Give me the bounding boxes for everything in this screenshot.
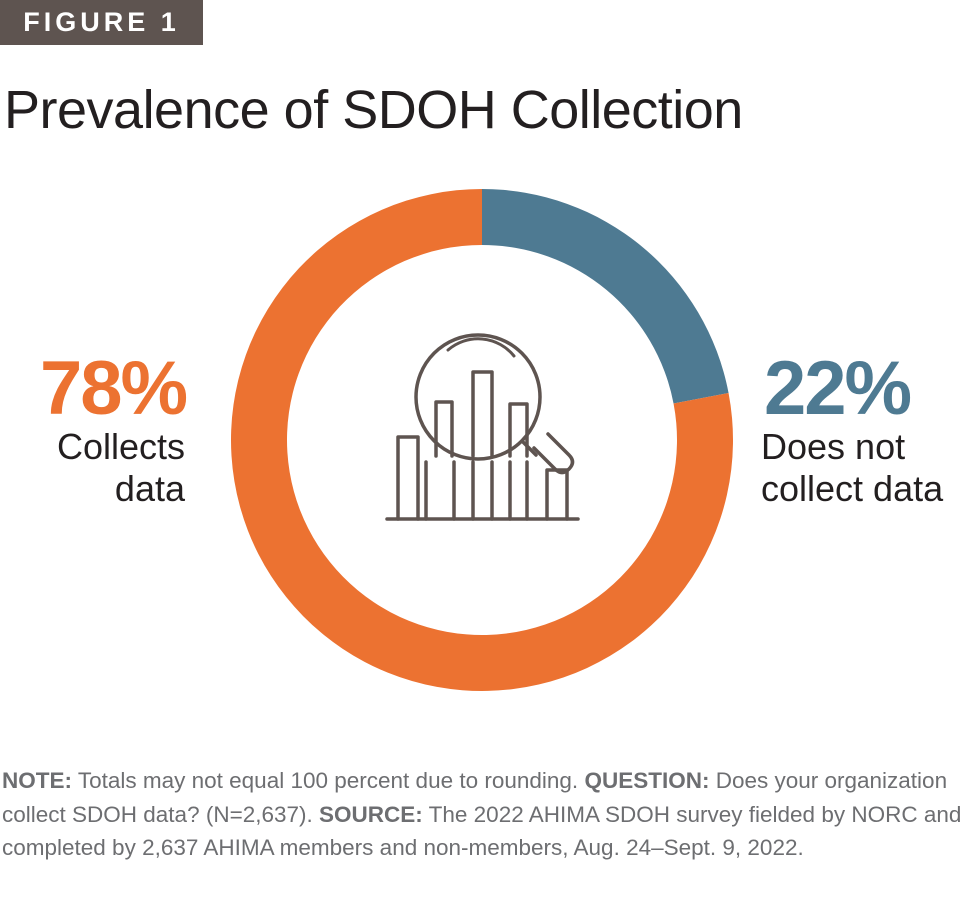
slice-label-does-not-collect: Does not collect data (761, 426, 943, 510)
slice-label-does-not-collect-line-1: Does not (761, 426, 906, 467)
footnote: NOTE: Totals may not equal 100 percent d… (2, 764, 962, 865)
slice-label-does-not-collect-line-2: collect data (761, 468, 944, 509)
source-label: SOURCE: (319, 801, 423, 827)
donut-slices (230, 189, 733, 692)
question-label: QUESTION: (584, 768, 710, 793)
slice-label-collects-line-1: Collects (56, 426, 185, 467)
donut-slice-does-not-collect (482, 189, 729, 404)
magnifying-glass-bar-chart-icon (385, 333, 580, 521)
figure-label: FIGURE 1 (0, 0, 203, 45)
slice-label-collects: Collects data (57, 426, 185, 510)
slice-label-collects-line-2: data (114, 468, 185, 509)
note-label: NOTE: (2, 768, 72, 793)
slice-value-collects: 78% (40, 346, 188, 431)
question-text: Does your organization collect SDOH data… (2, 768, 948, 827)
source-text: The 2022 AHIMA SDOH survey fielded by NO… (2, 801, 962, 861)
chart-title: Prevalence of SDOH Collection (4, 80, 743, 140)
note-text: Totals may not equal 100 percent due to … (72, 768, 585, 793)
slice-value-does-not-collect: 22% (764, 346, 912, 431)
